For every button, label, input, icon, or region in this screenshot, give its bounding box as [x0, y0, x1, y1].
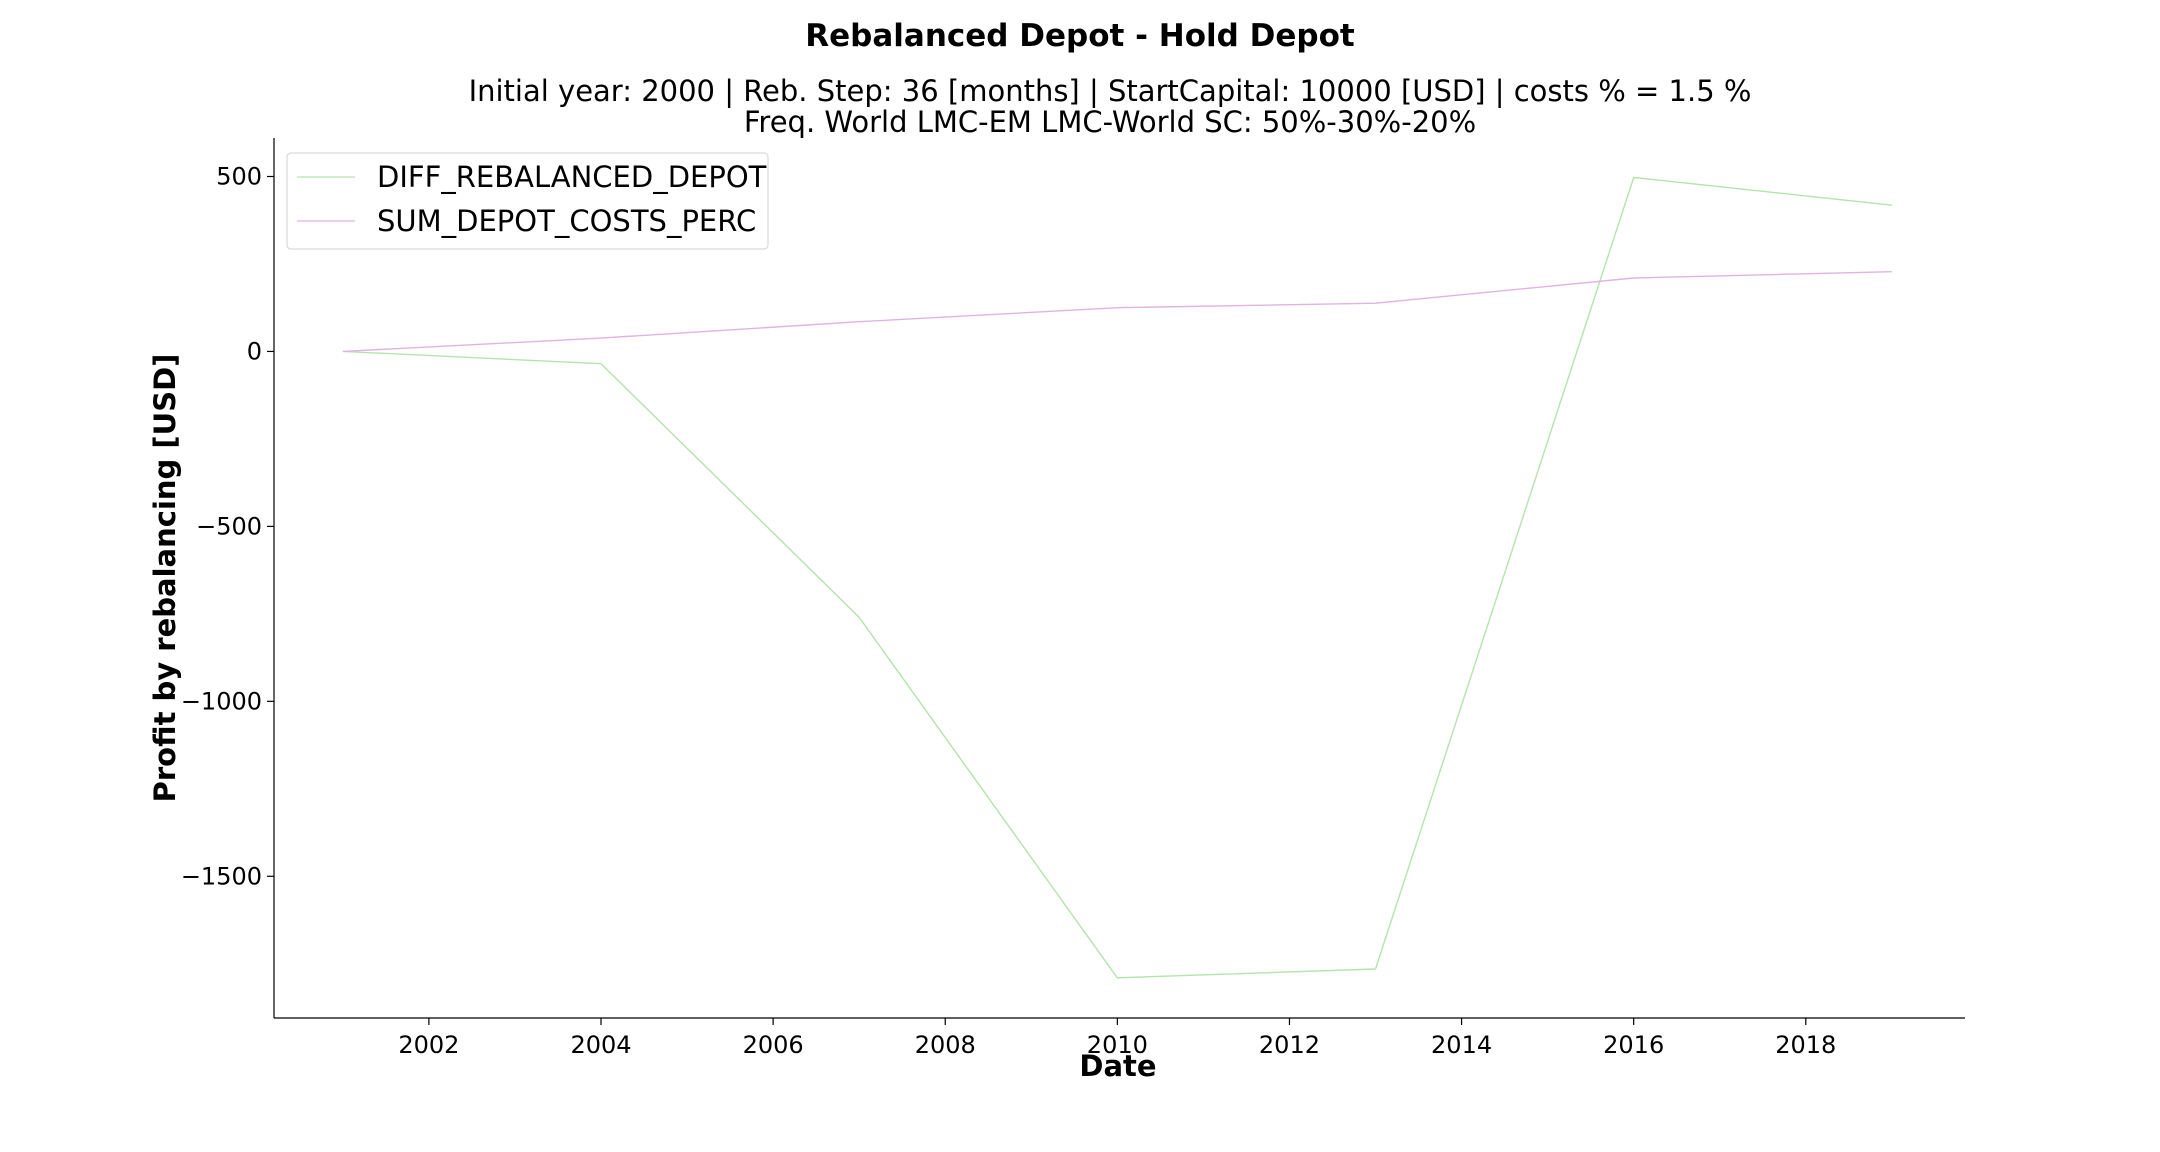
legend: DIFF_REBALANCED_DEPOT SUM_DEPOT_COSTS_PE… — [286, 152, 769, 250]
chart-subtitle-line-2: Freq. World LMC-EM LMC-World SC: 50%-30%… — [744, 105, 1476, 139]
series-line-diff-rebalanced-depot — [342, 176, 1892, 979]
x-tick-label: 2012 — [1259, 1031, 1320, 1059]
legend-label-diff-rebalanced-depot: DIFF_REBALANCED_DEPOT — [377, 160, 767, 194]
y-tick-label: −500 — [196, 512, 262, 540]
x-axis-label: Date — [1079, 1049, 1156, 1083]
series-line-sum-depot-costs-perc — [342, 271, 1892, 353]
x-tick-label: 2006 — [743, 1031, 804, 1059]
x-tick-label: 2018 — [1775, 1031, 1836, 1059]
chart-subtitle-line-1: Initial year: 2000 | Reb. Step: 36 [mont… — [469, 74, 1752, 108]
y-tick-label: 0 — [247, 337, 262, 365]
y-axis-label: Profit by rebalancing [USD] — [148, 354, 182, 803]
x-axis-ticks: 2002 2004 2006 2008 2010 2012 2014 2016 2018 — [398, 1018, 1836, 1059]
legend-label-sum-depot-costs-perc: SUM_DEPOT_COSTS_PERC — [377, 204, 756, 238]
y-tick-label: 500 — [216, 162, 262, 190]
x-tick-label: 2016 — [1603, 1031, 1664, 1059]
x-tick-label: 2010 — [1087, 1031, 1148, 1059]
x-tick-label: 2008 — [915, 1031, 976, 1059]
x-tick-label: 2014 — [1431, 1031, 1492, 1059]
legend-frame — [286, 152, 769, 250]
y-tick-label: −1000 — [181, 687, 262, 715]
x-tick-label: 2004 — [570, 1031, 631, 1059]
x-tick-label: 2002 — [398, 1031, 459, 1059]
y-axis-ticks: 500 0 −500 −1000 −1500 — [181, 162, 274, 890]
y-tick-label: −1500 — [181, 862, 262, 890]
chart-title: Rebalanced Depot - Hold Depot — [805, 18, 1355, 54]
series-layer — [342, 176, 1892, 979]
